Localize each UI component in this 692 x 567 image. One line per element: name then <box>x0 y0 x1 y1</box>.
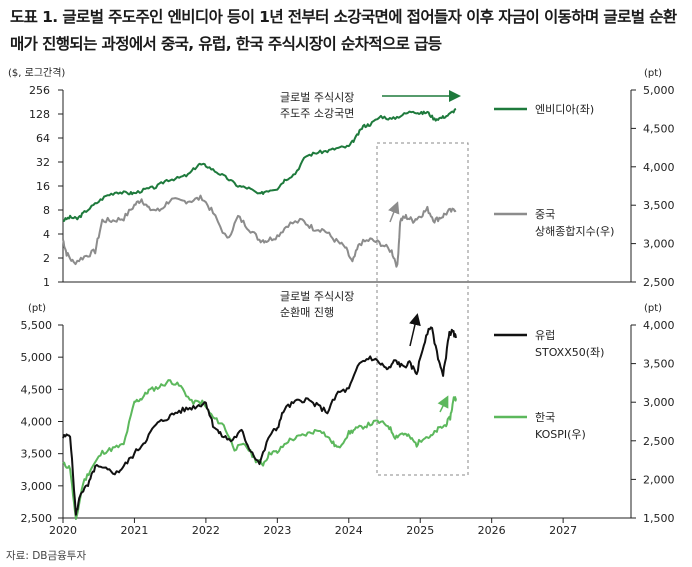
bottom-right-unit: (pt) <box>644 303 662 314</box>
bottom-right-tick-label: 4,000 <box>643 319 675 332</box>
bottom-right-tick-label: 2,000 <box>643 473 675 486</box>
bottom-left-unit: (pt) <box>28 303 46 314</box>
bottom-left-tick-label: 4,500 <box>21 383 53 396</box>
korea-up-arrow <box>437 395 449 413</box>
bottom-right-tick-label: 2,500 <box>643 435 675 448</box>
top-right-tick-label: 3,500 <box>643 199 675 212</box>
legend-label-korea-2: KOSPI(우) <box>535 428 586 441</box>
top-left-tick-label: 256 <box>29 84 50 97</box>
x-tick-label: 2020 <box>49 524 77 537</box>
top-left-tick-label: 1 <box>43 276 50 289</box>
top-left-tick-label: 64 <box>36 132 50 145</box>
china-up-arrow <box>388 201 400 223</box>
x-tick-label: 2021 <box>120 524 148 537</box>
top-left-tick-label: 2 <box>43 252 50 265</box>
top-left-tick-label: 8 <box>43 204 50 217</box>
top-right-tick-label: 5,000 <box>643 84 675 97</box>
bottom-annotation-line1: 글로벌 주식시장 <box>280 290 354 303</box>
x-tick-label: 2025 <box>406 524 434 537</box>
bottom-right-tick-label: 3,000 <box>643 396 675 409</box>
legend-label-nvidia: 엔비디아(좌) <box>535 103 594 116</box>
bottom-right-tick-label: 1,500 <box>643 512 675 525</box>
bottom-right-tick-label: 3,500 <box>643 358 675 371</box>
source-note: 자료: DB금융투자 <box>6 550 87 562</box>
top-left-tick-label: 16 <box>36 180 50 193</box>
bottom-left-tick-label: 5,000 <box>21 351 53 364</box>
korea-series-line <box>62 379 457 520</box>
top-right-tick-label: 2,500 <box>643 276 675 289</box>
top-right-tick-label: 4,000 <box>643 161 675 174</box>
top-annotation-line1: 글로벌 주식시장 <box>280 91 354 104</box>
x-tick-label: 2027 <box>549 524 577 537</box>
bottom-annotation-line2: 순환매 진행 <box>280 306 334 319</box>
page-title: 도표 1. 글로벌 주도주인 엔비디아 등이 1년 전부터 소강국면에 접어들자… <box>10 8 677 53</box>
top-right-unit: (pt) <box>644 68 662 79</box>
x-tick-label: 2023 <box>263 524 291 537</box>
china-series-line <box>62 194 457 268</box>
legend-label-europe-2: STOXX50(좌) <box>535 346 604 359</box>
bottom-left-tick-label: 5,500 <box>21 319 53 332</box>
bottom-left-tick-label: 3,500 <box>21 448 53 461</box>
legend-label-china-1: 중국 <box>535 208 555 221</box>
europe-up-arrow <box>409 313 421 347</box>
top-left-tick-label: 32 <box>36 156 50 169</box>
legend-label-korea-1: 한국 <box>535 411 555 424</box>
highlight-box <box>376 142 469 476</box>
x-tick-label: 2026 <box>478 524 506 537</box>
legend-label-europe-1: 유럽 <box>535 328 555 342</box>
top-left-tick-label: 4 <box>43 228 50 241</box>
legend-label-china-2: 상해종합지수(우) <box>535 224 614 238</box>
top-annotation-line2: 주도주 소강국면 <box>280 107 354 120</box>
x-tick-label: 2022 <box>192 524 220 537</box>
bottom-left-tick-label: 3,000 <box>21 480 53 493</box>
top-right-tick-label: 3,000 <box>643 238 675 251</box>
x-tick-label: 2024 <box>335 524 363 537</box>
bottom-left-tick-label: 2,500 <box>21 512 53 525</box>
bottom-left-tick-label: 4,000 <box>21 416 53 429</box>
europe-series-line <box>62 326 457 516</box>
top-right-tick-label: 4,500 <box>643 122 675 135</box>
top-left-tick-label: 128 <box>29 108 50 121</box>
top-left-unit: ($, 로그간격) <box>8 66 65 79</box>
nvidia-series-line <box>62 108 457 223</box>
